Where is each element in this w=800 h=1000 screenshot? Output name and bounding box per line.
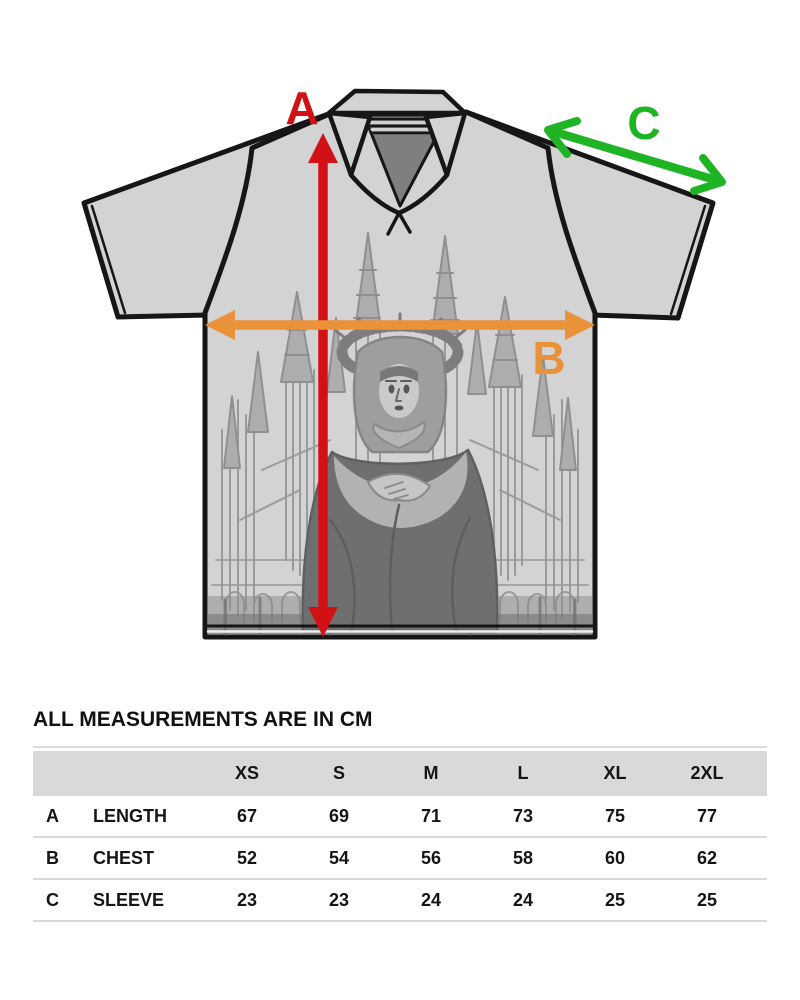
length-arrow (308, 133, 338, 637)
measurement-value: 23 (236, 889, 258, 910)
measurement-value: 25 (604, 889, 626, 910)
measurement-row: B CHEST 52 54 56 58 60 62 (33, 838, 767, 880)
size-column-header: M (423, 763, 439, 783)
shirt-collar (326, 88, 468, 236)
size-column-header: 2XL (690, 763, 724, 783)
measurement-key: B (46, 847, 59, 868)
size-column-header: L (517, 763, 529, 783)
sleeve-arrow (544, 117, 726, 195)
measurement-label: SLEEVE (93, 889, 165, 910)
measurement-value: 71 (420, 805, 442, 826)
shirt-measurement-diagram: A B C (81, 82, 726, 640)
measurement-value: 73 (512, 805, 534, 826)
measurement-row: C SLEEVE 23 23 24 24 25 25 (33, 880, 767, 922)
measurement-value: 60 (604, 847, 626, 868)
measurement-row: A LENGTH 67 69 71 73 75 77 (33, 796, 767, 838)
measurement-value: 58 (512, 847, 534, 868)
measurement-key: A (46, 805, 59, 826)
measurement-value: 62 (696, 847, 718, 868)
measurement-value: 24 (420, 889, 442, 910)
measurement-value: 67 (236, 805, 258, 826)
measurement-label: CHEST (93, 847, 155, 868)
size-chart-header-row: XS S M L XL 2XL (33, 751, 767, 796)
length-label: A (285, 82, 318, 134)
size-column-header: S (332, 763, 345, 783)
measurement-key: C (46, 889, 59, 910)
chest-arrow (205, 310, 595, 340)
chest-label: B (532, 332, 565, 384)
measurement-value: 77 (696, 805, 718, 826)
shirt-hem-stitch (206, 624, 594, 633)
measurement-value: 25 (696, 889, 718, 910)
measurement-label: LENGTH (93, 805, 167, 826)
measurement-value: 23 (328, 889, 350, 910)
size-column-header: XL (603, 763, 627, 783)
measurement-value: 69 (328, 805, 350, 826)
measurement-value: 24 (512, 889, 534, 910)
size-column-header: XS (234, 763, 259, 783)
size-chart-table: XS S M L XL 2XL A LENGTH 67 69 71 73 75 77 B CHEST 52 54 5… (33, 746, 767, 922)
shirt-illustration: A B C (81, 82, 726, 640)
size-guide-figure: A B C (81, 82, 726, 640)
measurement-value: 56 (420, 847, 442, 868)
measurements-note: ALL MEASUREMENTS ARE IN CM (33, 708, 373, 731)
measurement-value: 52 (236, 847, 258, 868)
measurement-value: 75 (604, 805, 626, 826)
sleeve-label: C (627, 97, 660, 149)
measurement-value: 54 (328, 847, 350, 868)
